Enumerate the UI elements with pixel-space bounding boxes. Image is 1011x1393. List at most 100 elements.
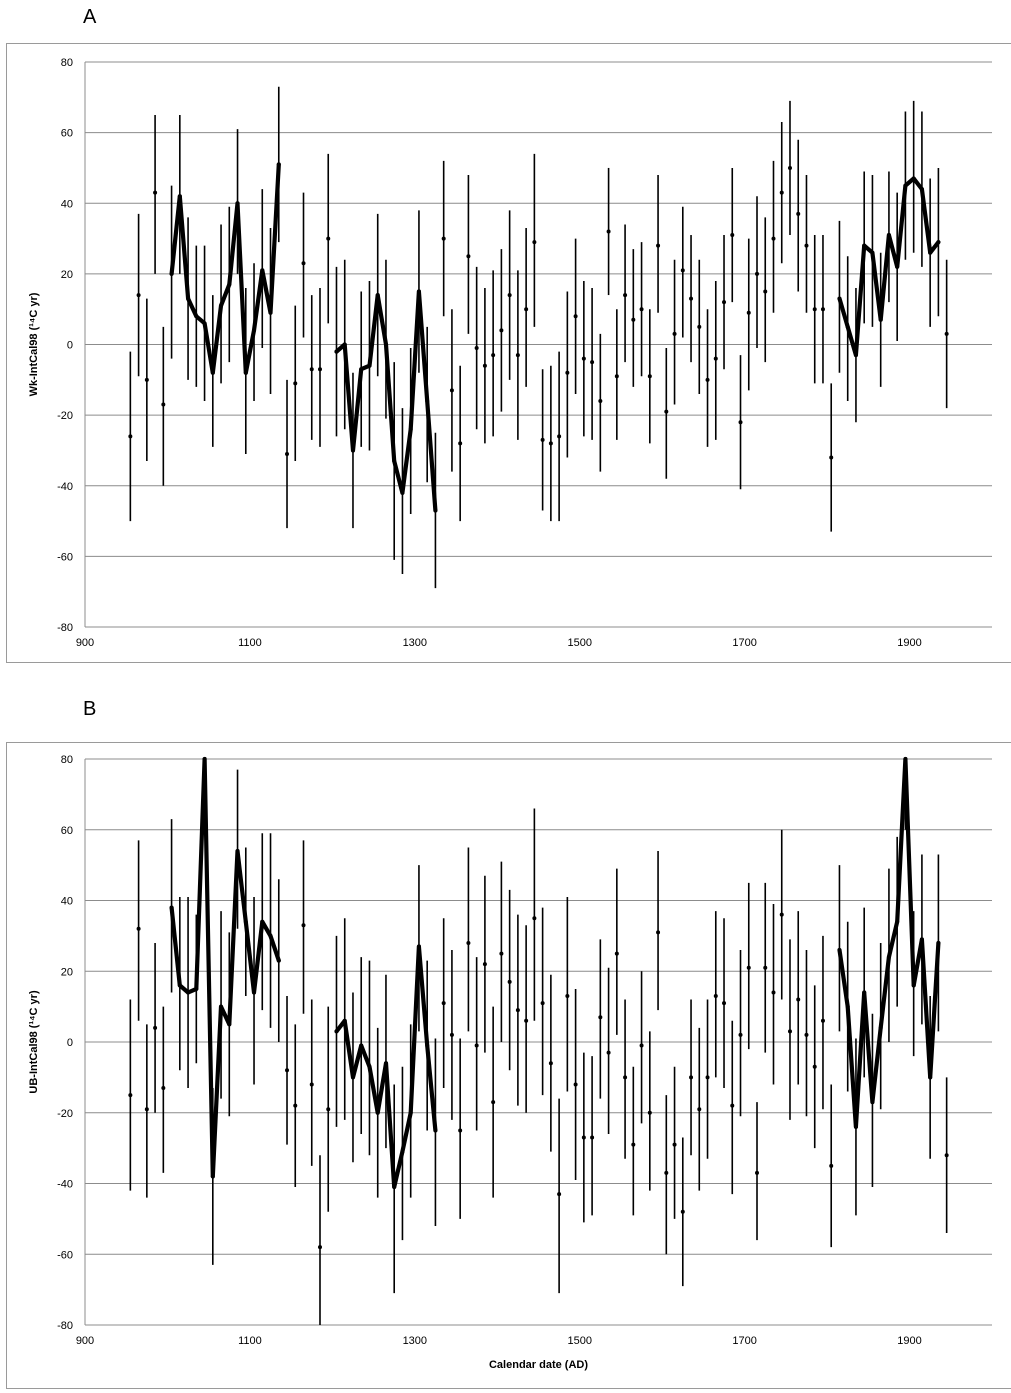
- data-point: [309, 367, 314, 372]
- data-point: [779, 190, 784, 195]
- data-point: [639, 307, 644, 312]
- data-point: [581, 356, 586, 361]
- data-point: [796, 211, 801, 216]
- data-point: [730, 1103, 735, 1108]
- data-point: [779, 912, 784, 917]
- data-point: [820, 1018, 825, 1023]
- data-point: [664, 1170, 669, 1175]
- x-tick-label: 1700: [732, 637, 756, 649]
- data-point: [689, 1075, 694, 1080]
- y-axis-title: UB-IntCal98 (¹⁴C yr): [28, 990, 40, 1094]
- y-tick-label: 20: [61, 966, 73, 978]
- data-point: [598, 1015, 603, 1020]
- chart-b: -80 -60 -40 -20 0 20 40 60 80 900 1100 1300 1500 1700…: [28, 754, 992, 1371]
- data-point: [144, 1107, 149, 1112]
- chart-a-frame: -80 -60 -40 -20 0 20 40 60 80 900 1100 1300 1500 1700…: [6, 43, 1011, 673]
- data-point: [482, 962, 487, 967]
- x-tick-label: 1300: [403, 637, 427, 649]
- data-point: [787, 1029, 792, 1034]
- y-axis-title: Wk-IntCal98 (¹⁴C yr): [28, 292, 40, 396]
- data-point: [565, 370, 570, 375]
- data-point: [680, 1209, 685, 1214]
- data-point: [746, 310, 751, 315]
- x-tick-label: 1700: [732, 1335, 756, 1347]
- trend-line: [169, 756, 281, 1179]
- data-point: [722, 1001, 727, 1006]
- data-point: [713, 994, 718, 999]
- data-point: [697, 1107, 702, 1112]
- data-point: [532, 240, 537, 245]
- data-point: [441, 236, 446, 241]
- data-point: [466, 940, 471, 945]
- data-point: [771, 236, 776, 241]
- chart-a: -80 -60 -40 -20 0 20 40 60 80 900 1100 1300 1500 1700…: [28, 57, 992, 673]
- x-tick-label: 1300: [403, 1335, 427, 1347]
- data-point: [598, 399, 603, 403]
- data-point: [755, 271, 760, 276]
- data-point: [573, 314, 578, 319]
- trend-line: [334, 289, 438, 513]
- data-point: [590, 360, 595, 365]
- data-point: [309, 1082, 314, 1087]
- y-tick-label: -40: [57, 481, 73, 493]
- data-point: [812, 307, 817, 312]
- data-point: [144, 377, 149, 382]
- data-point: [136, 926, 141, 931]
- data-point: [474, 346, 479, 351]
- data-point: [507, 293, 512, 298]
- data-point: [705, 377, 710, 382]
- data-point: [301, 923, 306, 928]
- data-point: [631, 317, 636, 322]
- data-point: [466, 254, 471, 259]
- data-point: [829, 455, 834, 460]
- y-tick-label: -40: [57, 1179, 73, 1191]
- data-point: [590, 1135, 595, 1140]
- data-point: [664, 409, 669, 414]
- data-point: [449, 388, 454, 393]
- data-point: [738, 1032, 743, 1037]
- data-point: [689, 296, 694, 301]
- data-point: [491, 1100, 496, 1105]
- data-point: [326, 236, 331, 241]
- data-point: [128, 434, 133, 439]
- data-point: [763, 965, 768, 970]
- data-point: [317, 367, 322, 372]
- data-point: [763, 289, 768, 294]
- y-tick-label: 40: [61, 198, 73, 210]
- data-point: [491, 353, 496, 358]
- data-point: [548, 441, 553, 446]
- data-point: [548, 1061, 553, 1066]
- x-tick-label: 1500: [567, 1335, 591, 1347]
- data-point: [285, 1068, 290, 1073]
- x-tick-label: 1900: [897, 637, 921, 649]
- data-point: [730, 233, 735, 238]
- data-point: [458, 441, 463, 446]
- data-point: [326, 1107, 331, 1112]
- y-tick-label: 80: [61, 57, 73, 69]
- data-point: [557, 1192, 562, 1197]
- data-point: [804, 1032, 809, 1037]
- y-tick-label: -20: [57, 1108, 73, 1120]
- data-point: [705, 1075, 710, 1080]
- data-point: [647, 1110, 652, 1115]
- x-tick-label: 1100: [238, 1335, 262, 1347]
- data-point: [656, 243, 661, 248]
- data-point: [820, 307, 825, 312]
- y-tick-label: 80: [61, 754, 73, 766]
- data-point: [672, 1142, 677, 1147]
- data-point: [474, 1043, 479, 1048]
- x-axis-title: Calendar date (AD): [489, 1359, 588, 1371]
- x-tick-label: 1100: [238, 637, 262, 649]
- data-point: [515, 353, 520, 358]
- data-point: [614, 951, 619, 956]
- x-tick-label: 1900: [897, 1335, 921, 1347]
- data-point: [944, 1153, 949, 1158]
- x-tick-label: 900: [76, 1335, 94, 1347]
- trend-line: [837, 176, 941, 358]
- y-tick-label: -20: [57, 410, 73, 422]
- data-point: [161, 1085, 166, 1090]
- data-point: [614, 374, 619, 379]
- panel-b-label: B: [83, 698, 97, 720]
- data-point: [458, 1128, 463, 1133]
- data-point: [317, 1245, 322, 1250]
